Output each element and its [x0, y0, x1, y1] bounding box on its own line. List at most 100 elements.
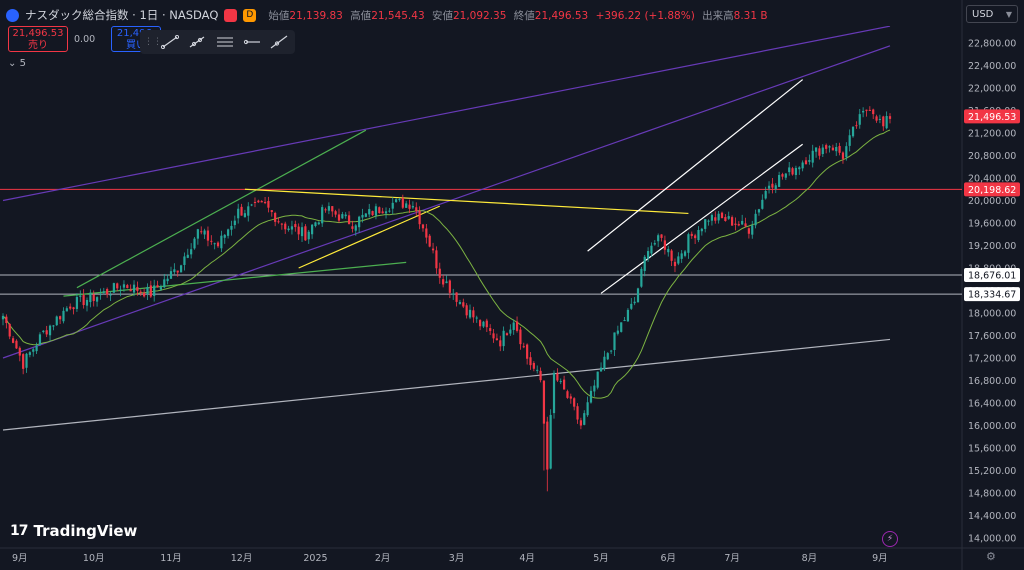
symbol-title[interactable]: ナスダック総合指数 · 1日 · NASDAQ: [25, 8, 219, 22]
candle-body: [364, 213, 367, 217]
candle-body: [341, 214, 344, 219]
candle-body: [791, 168, 794, 175]
candle-body: [227, 229, 230, 236]
candle-body: [176, 270, 179, 273]
candle-body: [734, 223, 737, 225]
sell-label: 売り: [28, 40, 48, 51]
candle-body: [788, 167, 791, 173]
candle-body: [18, 347, 21, 356]
candle-body: [771, 183, 774, 188]
x-tick-label: 4月: [519, 553, 535, 564]
candle-body: [253, 201, 257, 203]
candle-body: [515, 321, 519, 331]
gear-icon[interactable]: ⚙: [986, 550, 996, 563]
x-tick-label: 2025: [303, 553, 327, 564]
candle-body: [65, 308, 68, 312]
candle-body: [287, 228, 290, 230]
candle-body: [700, 228, 703, 232]
sell-button[interactable]: 21,496.53 売り: [8, 26, 68, 52]
parallel-channel-icon[interactable]: [213, 32, 236, 52]
price-label-box: [964, 267, 1020, 282]
candle-body: [825, 145, 828, 149]
candle-body: [808, 160, 811, 162]
candle-body: [468, 309, 472, 318]
candle-body: [411, 206, 415, 208]
currency-select[interactable]: USD ▼: [966, 5, 1018, 23]
y-tick-label: 22,800.00: [968, 39, 1016, 50]
candle-body: [623, 319, 626, 321]
candle-body: [405, 203, 408, 208]
candle-body: [596, 371, 599, 388]
candle-body: [646, 251, 650, 259]
candle-body: [794, 167, 798, 176]
trend-line-icon[interactable]: [158, 32, 181, 52]
ray-icon[interactable]: [185, 32, 208, 52]
candle-body: [804, 160, 808, 165]
candle-body: [368, 209, 371, 215]
candle-body: [146, 286, 149, 294]
buy-label: 買い: [126, 40, 146, 51]
x-tick-label: 9月: [872, 553, 888, 564]
candle-body: [761, 199, 764, 209]
candle-body: [257, 200, 260, 203]
candle-body: [250, 204, 253, 206]
candle-body: [643, 256, 646, 271]
candle-body: [183, 256, 186, 265]
candle-body: [55, 316, 58, 326]
candle-body: [593, 385, 596, 392]
candle-body: [297, 226, 300, 235]
data-delay-badge[interactable]: D: [243, 8, 257, 22]
candle-body: [559, 381, 562, 383]
candle-body: [660, 234, 663, 238]
candle-body: [213, 243, 216, 245]
candle-body: [452, 293, 455, 295]
candle-body: [757, 209, 761, 213]
candle-body: [384, 211, 388, 214]
candle-body: [388, 210, 391, 212]
candle-body: [633, 301, 636, 304]
tradingview-logo[interactable]: 17 TradingView: [10, 522, 137, 540]
candle-body: [529, 357, 532, 366]
candle-body: [599, 367, 603, 372]
candle-body: [519, 329, 522, 345]
low-label: 安値: [431, 9, 453, 22]
horizontal-ray-icon[interactable]: [240, 32, 263, 52]
indicator-toggle[interactable]: ⌄ 5: [8, 58, 26, 69]
candle-body: [556, 373, 559, 381]
candle-body: [193, 238, 196, 249]
candle-body: [862, 110, 865, 113]
drag-handle-icon[interactable]: ⋮⋮: [144, 37, 162, 47]
candle-body: [398, 199, 401, 201]
market-status-badge[interactable]: [224, 8, 238, 22]
candle-body: [710, 214, 714, 221]
x-tick-label: 8月: [802, 553, 818, 564]
lightning-icon[interactable]: ⚡: [882, 531, 898, 547]
candle-body: [845, 146, 848, 158]
candle-body: [875, 116, 878, 121]
drawing-toolbar: ⋮⋮: [140, 30, 295, 54]
candle-body: [112, 283, 115, 293]
candle-body: [670, 250, 673, 261]
x-tick-label: 2月: [375, 553, 391, 564]
x-tick-label: 11月: [160, 553, 182, 564]
open-label: 始値: [268, 9, 290, 22]
candle-body: [72, 307, 75, 310]
candle-body: [11, 338, 15, 343]
candle-body: [331, 206, 334, 212]
candle-body: [233, 220, 236, 226]
candle-body: [680, 253, 683, 259]
candle-body: [173, 269, 176, 273]
extended-line-icon[interactable]: [268, 32, 291, 52]
candle-body: [35, 345, 38, 352]
candle-body: [1, 315, 5, 320]
y-tick-label: 16,400.00: [968, 399, 1016, 410]
candle-body: [549, 414, 552, 469]
sell-price: 21,496.53: [12, 28, 64, 39]
candle-body: [186, 254, 189, 258]
currency-value: USD: [972, 9, 994, 20]
chevron-down-icon: ▼: [1005, 10, 1012, 19]
candle-body: [744, 223, 747, 227]
candle-body: [841, 152, 845, 159]
candle-body: [237, 208, 240, 219]
